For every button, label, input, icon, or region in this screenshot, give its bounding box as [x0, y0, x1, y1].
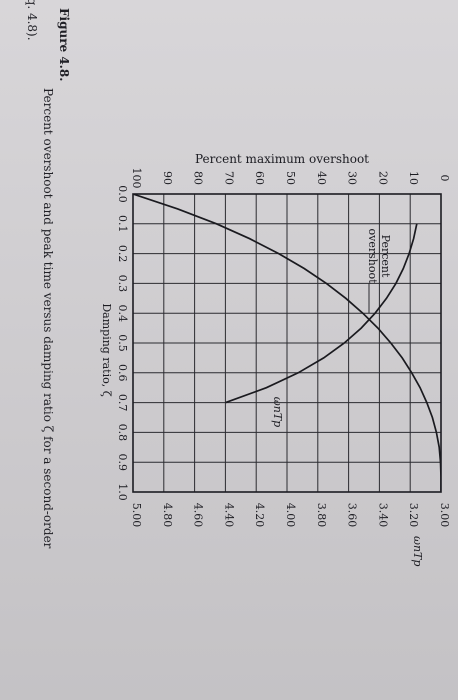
y-right-tick-label: 3.60	[346, 503, 359, 528]
y-left-tick-label: 0	[438, 175, 451, 182]
x-tick-label: 0.6	[116, 364, 129, 382]
plot-frame	[132, 193, 442, 493]
y-right-tick-label: 4.80	[161, 503, 174, 528]
caption-line: Percent overshoot and peak time versus d…	[41, 88, 55, 552]
y-right-tick-label: 4.40	[222, 503, 235, 528]
y-left-tick-label: 70	[222, 171, 235, 185]
y-right-tick-label: 3.40	[376, 503, 389, 528]
x-axis-title: Damping ratio, ζ	[100, 303, 113, 396]
y-left-tick-label: 50	[284, 171, 297, 185]
tick-labels: 0.0 0.1 0.2 0.3 0.4 0.5 0.6 0.7 0.8 0.9 1.0 0 10 20 30…	[116, 168, 451, 528]
x-tick-label: 0.7	[116, 394, 129, 412]
y-left-tick-label: 90	[161, 171, 174, 185]
x-tick-label: 0.3	[116, 275, 129, 293]
y-right-tick-label: 4.20	[253, 503, 266, 528]
x-tick-label: 0.5	[116, 334, 129, 352]
plot-grid	[133, 194, 441, 492]
y-left-tick-label: 30	[346, 171, 359, 185]
y-left-tick-label: 80	[192, 171, 205, 185]
series-percent-overshoot	[133, 194, 441, 492]
x-tick-label: 0.8	[116, 424, 129, 442]
x-tick-label: 0.1	[116, 215, 129, 233]
right-axis-title: ωnTp	[411, 536, 424, 566]
plot-curves	[133, 194, 441, 492]
y-right-tick-label: 3.20	[407, 503, 420, 528]
annotation-percent: Percent	[379, 235, 392, 278]
y-left-tick-label: 20	[376, 171, 389, 185]
y-left-tick-label: 40	[315, 171, 328, 185]
series-wntp	[225, 223, 418, 404]
x-tick-label: 0.0	[116, 185, 129, 203]
y-right-tick-label: 5.00	[130, 503, 143, 528]
annotation-overshoot: overshoot	[366, 229, 379, 285]
left-axis-title: Percent maximum overshoot	[195, 152, 369, 166]
y-right-tick-label: 4.00	[284, 503, 297, 528]
caption-label: Figure 4.8.	[57, 8, 71, 81]
y-left-tick-label: 10	[407, 171, 420, 185]
x-tick-label: 0.9	[116, 453, 129, 471]
y-left-tick-label: 60	[253, 171, 266, 185]
x-tick-label: 0.4	[116, 304, 129, 322]
caption-text: Percent overshoot and peak time versus d…	[25, 0, 55, 552]
y-left-tick-label: 100	[130, 168, 143, 189]
y-right-tick-label: 3.80	[315, 503, 328, 528]
x-tick-label: 1.0	[116, 483, 129, 501]
y-right-tick-label: 3.00	[438, 503, 451, 528]
y-right-tick-label: 4.60	[192, 503, 205, 528]
x-tick-label: 0.2	[116, 245, 129, 263]
caption-line: system (Eq. 4.8).	[25, 0, 39, 41]
annotation-wntp: ωnTp	[271, 397, 284, 427]
